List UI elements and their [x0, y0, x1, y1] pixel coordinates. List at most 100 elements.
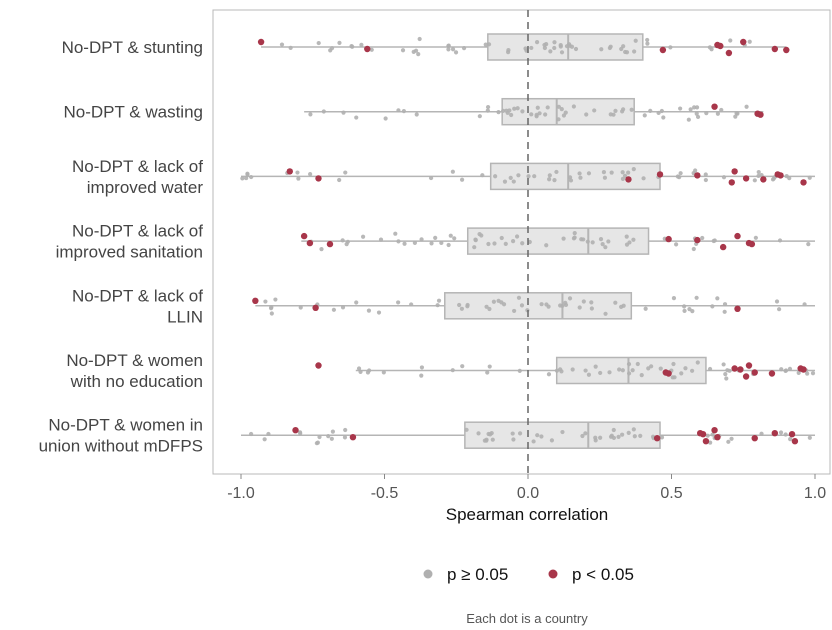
country-point-ns: [460, 364, 465, 369]
country-point-ns: [624, 234, 629, 239]
country-point-ns: [694, 295, 699, 300]
country-point-ns: [249, 431, 254, 437]
country-point-ns: [476, 431, 481, 436]
country-point-ns: [613, 108, 618, 113]
box: [464, 421, 661, 449]
country-point-ns: [649, 364, 654, 369]
country-point-ns: [419, 365, 425, 370]
x-tick-label: -1.0: [227, 485, 255, 502]
country-point-ns: [452, 236, 457, 241]
country-point-ns: [429, 241, 434, 246]
country-point-ns: [778, 430, 784, 435]
country-point-ns: [501, 108, 506, 114]
country-point-ns: [417, 36, 422, 42]
country-point-ns: [545, 105, 550, 110]
country-point-ns: [487, 364, 492, 369]
country-point-ns: [592, 108, 597, 113]
legend-label: p < 0.05: [572, 565, 634, 584]
country-point-significant: [292, 427, 299, 434]
country-point-ns: [506, 50, 511, 55]
country-point-ns: [263, 299, 268, 304]
country-point-ns: [573, 46, 579, 52]
x-axis-title: Spearman correlation: [446, 505, 609, 524]
country-point-significant: [656, 171, 664, 178]
country-point-significant: [711, 103, 718, 110]
country-point-ns: [752, 178, 757, 183]
country-point-ns: [583, 368, 588, 373]
country-point-significant: [737, 366, 744, 373]
country-point-ns: [504, 108, 509, 113]
country-point-ns: [457, 302, 462, 308]
country-point-ns: [645, 37, 650, 43]
country-point-ns: [480, 173, 485, 178]
legend-label: p ≥ 0.05: [447, 565, 508, 584]
country-point-ns: [358, 369, 363, 374]
country-point-ns: [490, 437, 495, 442]
country-point-ns: [688, 107, 693, 112]
country-point-ns: [413, 48, 419, 53]
x-tick-label: 0.0: [517, 485, 539, 502]
country-point-ns: [658, 366, 663, 371]
country-point-ns: [419, 237, 424, 242]
country-point-ns: [694, 105, 700, 110]
country-point-ns: [583, 431, 588, 436]
country-point-ns: [674, 242, 679, 247]
country-point-ns: [552, 178, 557, 183]
country-point-ns: [516, 173, 521, 178]
country-point-ns: [616, 434, 621, 439]
country-point-ns: [659, 108, 664, 114]
country-point-ns: [710, 432, 715, 437]
country-point-ns: [679, 371, 684, 376]
country-point-ns: [686, 117, 691, 122]
country-point-ns: [516, 295, 522, 300]
country-point-ns: [563, 302, 569, 308]
country-point-ns: [756, 169, 761, 175]
country-point-significant: [714, 434, 721, 441]
country-point-ns: [419, 373, 424, 378]
category-label: No-DPT & women in: [48, 416, 203, 435]
country-point-ns: [580, 433, 585, 439]
country-point-ns: [544, 243, 549, 248]
country-point-ns: [729, 436, 734, 441]
country-point-ns: [643, 306, 648, 311]
country-point-significant: [777, 172, 784, 179]
country-point-ns: [376, 310, 382, 315]
country-point-significant: [800, 179, 807, 186]
country-point-ns: [316, 40, 321, 46]
country-point-ns: [486, 42, 492, 47]
country-point-ns: [788, 437, 793, 442]
country-point-ns: [570, 367, 575, 372]
country-point-ns: [416, 51, 421, 57]
country-point-ns: [783, 432, 788, 437]
category-label: No-DPT & lack of: [72, 286, 203, 305]
country-point-ns: [589, 306, 594, 311]
country-point-significant: [731, 365, 738, 372]
country-point-ns: [559, 369, 564, 374]
country-point-ns: [759, 431, 764, 436]
country-point-significant: [748, 240, 756, 248]
country-point-ns: [598, 370, 603, 376]
x-tick-label: -0.5: [371, 485, 399, 502]
country-point-ns: [520, 241, 525, 246]
country-point-ns: [329, 436, 334, 441]
country-point-ns: [331, 307, 337, 312]
country-point-ns: [581, 299, 586, 304]
country-point-ns: [345, 239, 350, 244]
country-point-ns: [472, 245, 477, 250]
country-point-ns: [485, 370, 490, 375]
country-point-ns: [624, 242, 630, 247]
country-point-ns: [297, 430, 303, 435]
country-point-significant: [760, 176, 767, 183]
country-point-ns: [487, 306, 492, 312]
country-point-ns: [724, 376, 729, 381]
country-point-ns: [642, 113, 647, 118]
legend: p ≥ 0.05 p < 0.05: [423, 565, 634, 584]
country-point-ns: [330, 429, 335, 434]
country-point-ns: [450, 169, 455, 174]
country-point-ns: [507, 108, 512, 113]
country-point-ns: [783, 368, 788, 373]
country-point-ns: [552, 40, 557, 45]
country-point-ns: [273, 297, 278, 302]
country-point-significant: [740, 38, 747, 46]
country-point-ns: [631, 427, 636, 432]
